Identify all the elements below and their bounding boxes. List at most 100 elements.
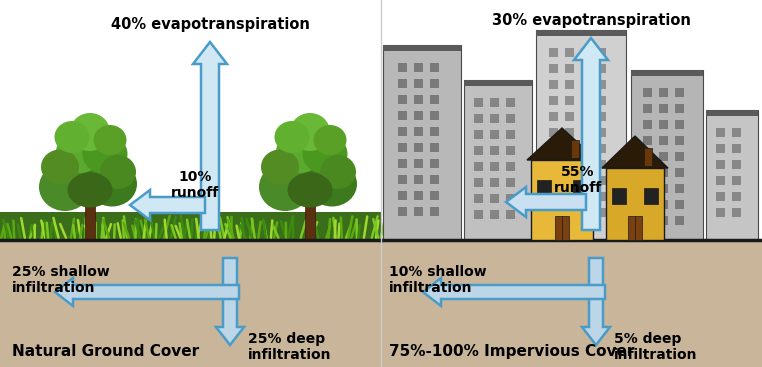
Bar [474, 162, 483, 171]
Bar [536, 30, 626, 36]
Bar [474, 178, 483, 187]
Bar [644, 188, 658, 204]
Bar [305, 202, 315, 240]
Ellipse shape [307, 161, 357, 207]
Bar [675, 216, 684, 225]
Bar [581, 64, 590, 73]
Bar [549, 96, 558, 105]
Bar [490, 98, 499, 107]
Bar [659, 216, 668, 225]
Bar [430, 143, 439, 152]
Bar [565, 128, 574, 137]
Bar [555, 216, 569, 240]
Polygon shape [574, 38, 608, 230]
Bar [597, 192, 606, 201]
Bar [474, 210, 483, 219]
Bar [549, 208, 558, 217]
Bar [0, 240, 381, 367]
Bar [732, 192, 741, 201]
Text: 30% evapotranspiration: 30% evapotranspiration [491, 13, 690, 28]
Bar [643, 88, 652, 97]
Ellipse shape [274, 121, 309, 153]
Bar [506, 178, 515, 187]
Text: 25% deep
infiltration: 25% deep infiltration [248, 332, 331, 362]
Bar [414, 175, 423, 184]
Text: 5% deep
infiltration: 5% deep infiltration [614, 332, 697, 362]
Ellipse shape [41, 149, 79, 185]
Bar [0, 212, 381, 240]
Bar [716, 176, 725, 185]
Bar [398, 111, 407, 120]
Bar [675, 152, 684, 161]
Bar [597, 176, 606, 185]
Bar [597, 48, 606, 57]
Bar [581, 176, 590, 185]
Ellipse shape [276, 131, 324, 173]
Bar [659, 136, 668, 145]
Bar [581, 160, 590, 169]
Ellipse shape [313, 125, 347, 155]
Bar [597, 128, 606, 137]
Bar [537, 180, 551, 196]
Ellipse shape [82, 134, 127, 174]
Bar [732, 128, 741, 137]
Bar [631, 70, 703, 76]
Ellipse shape [56, 131, 104, 173]
Bar [573, 180, 587, 196]
Bar [549, 128, 558, 137]
Bar [430, 191, 439, 200]
Bar [490, 162, 499, 171]
Ellipse shape [287, 172, 332, 207]
Bar [381, 240, 762, 367]
Bar [430, 95, 439, 104]
Bar [549, 160, 558, 169]
Bar [643, 104, 652, 113]
Bar [732, 208, 741, 217]
Bar [430, 207, 439, 216]
Bar [398, 63, 407, 72]
Bar [490, 130, 499, 139]
Ellipse shape [39, 163, 91, 211]
Bar [565, 208, 574, 217]
Bar [430, 127, 439, 136]
Polygon shape [423, 278, 605, 306]
Text: 55%
runoff: 55% runoff [554, 165, 602, 195]
Polygon shape [55, 278, 239, 306]
Bar [581, 112, 590, 121]
Bar [430, 63, 439, 72]
Bar [565, 160, 574, 169]
Text: 10% shallow
infiltration: 10% shallow infiltration [389, 265, 487, 295]
Bar [597, 96, 606, 105]
Bar [549, 176, 558, 185]
Bar [549, 80, 558, 89]
Ellipse shape [100, 155, 136, 189]
Bar [383, 45, 461, 51]
Bar [398, 175, 407, 184]
Bar [549, 144, 558, 153]
Ellipse shape [56, 141, 124, 203]
Bar [398, 159, 407, 168]
Bar [506, 146, 515, 155]
Bar [643, 152, 652, 161]
Polygon shape [527, 128, 597, 160]
Bar [506, 130, 515, 139]
Bar [565, 112, 574, 121]
Bar [643, 216, 652, 225]
Bar [572, 140, 579, 158]
Polygon shape [193, 42, 227, 230]
Ellipse shape [259, 163, 311, 211]
Bar [732, 144, 741, 153]
Bar [675, 136, 684, 145]
Bar [675, 168, 684, 177]
Bar [474, 114, 483, 123]
Ellipse shape [70, 113, 110, 151]
Ellipse shape [68, 172, 113, 207]
Bar [490, 114, 499, 123]
Bar [398, 207, 407, 216]
Polygon shape [602, 136, 668, 168]
Bar [706, 110, 758, 116]
Bar [732, 176, 741, 185]
Bar [675, 184, 684, 193]
Bar [464, 80, 532, 240]
Bar [565, 144, 574, 153]
